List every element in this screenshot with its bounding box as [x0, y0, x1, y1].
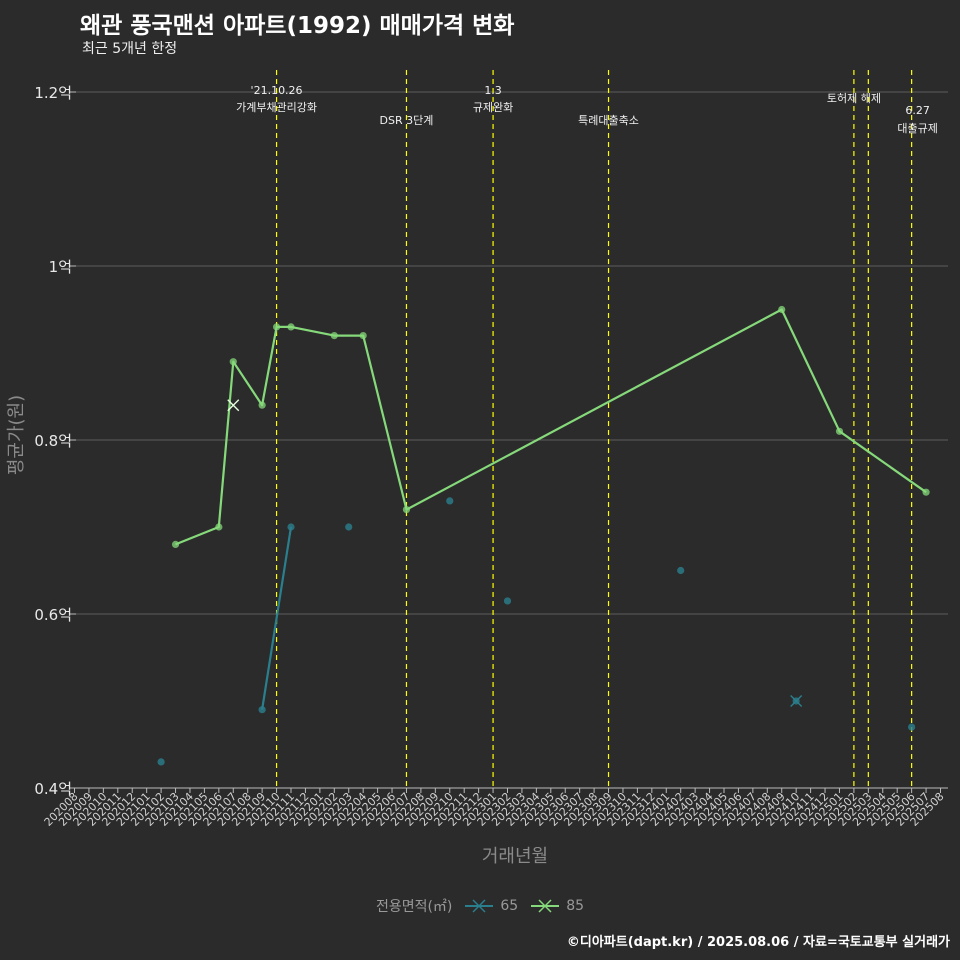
- cross-marker-65: [790, 695, 803, 707]
- data-point-85: [171, 540, 180, 549]
- data-point-65: [345, 523, 353, 531]
- event-label: 가계부채관리강화: [236, 101, 317, 114]
- data-point-85: [778, 305, 786, 314]
- cross-marker-85: [227, 399, 240, 412]
- data-point-65: [157, 758, 165, 766]
- data-point-65: [258, 706, 266, 714]
- legend: 전용면적(㎡) 65 85: [0, 896, 960, 916]
- data-point-65: [677, 566, 685, 575]
- event-label: 특례대출축소: [578, 114, 639, 127]
- data-point-65: [503, 597, 512, 605]
- y-axis-label: 평균가(원): [6, 395, 27, 475]
- legend-item-85[interactable]: 85: [530, 898, 584, 914]
- y-tick-label: 0.6억: [34, 606, 72, 624]
- data-point-65: [287, 523, 295, 531]
- data-point-85: [229, 358, 237, 366]
- source-caption: ©디아파트(dapt.kr) / 2025.08.06 / 자료=국토교통부 실…: [566, 935, 950, 950]
- event-label: 대출규제: [897, 122, 937, 135]
- data-point-85: [287, 323, 295, 331]
- event-label: 토허제 해제: [827, 91, 881, 105]
- data-point-85: [330, 332, 338, 340]
- data-point-85: [402, 506, 411, 514]
- data-point-85: [215, 523, 223, 531]
- data-point-85: [922, 488, 930, 496]
- data-point-65: [446, 497, 454, 505]
- series-line-65: [261, 526, 293, 710]
- data-point-85: [835, 427, 844, 435]
- event-label: '21.10.26: [251, 84, 303, 97]
- event-label: 6.27: [905, 104, 930, 117]
- legend-key-65: [465, 899, 494, 913]
- y-tick-label: 0.8억: [34, 432, 72, 450]
- series-85: [171, 305, 930, 549]
- data-point-65: [908, 723, 916, 731]
- series-65: [157, 497, 916, 766]
- y-tick-label: 1억: [49, 258, 72, 276]
- event-label: 규제완화: [473, 101, 513, 114]
- series-layer: [157, 305, 930, 766]
- data-point-85: [359, 332, 367, 340]
- chart-title: 왜관 풍국맨션 아파트(1992) 매매가격 변화: [80, 13, 515, 39]
- data-point-85: [258, 401, 266, 409]
- legend-label-65: 65: [500, 898, 519, 914]
- grid-layer: [76, 91, 948, 789]
- x-axis-label: 거래년월: [482, 846, 548, 867]
- legend-label-85: 85: [566, 898, 585, 914]
- y-tick-label: 0.4억: [34, 780, 72, 798]
- event-label: 1.3: [484, 84, 502, 97]
- chart-subtitle: 최근 5개년 한정: [82, 41, 178, 57]
- data-point-85: [272, 323, 281, 331]
- legend-title: 전용면적(㎡): [375, 899, 453, 915]
- legend-key-85: [531, 899, 560, 913]
- y-tick-label: 1.2억: [34, 84, 72, 102]
- axis-layer: 0.4억0.6억0.8억1억1.2억2020082020092020102020…: [34, 84, 948, 829]
- series-line-85: [175, 308, 927, 546]
- legend-item-65[interactable]: 65: [464, 898, 518, 914]
- event-label: DSR 3단계: [380, 114, 434, 127]
